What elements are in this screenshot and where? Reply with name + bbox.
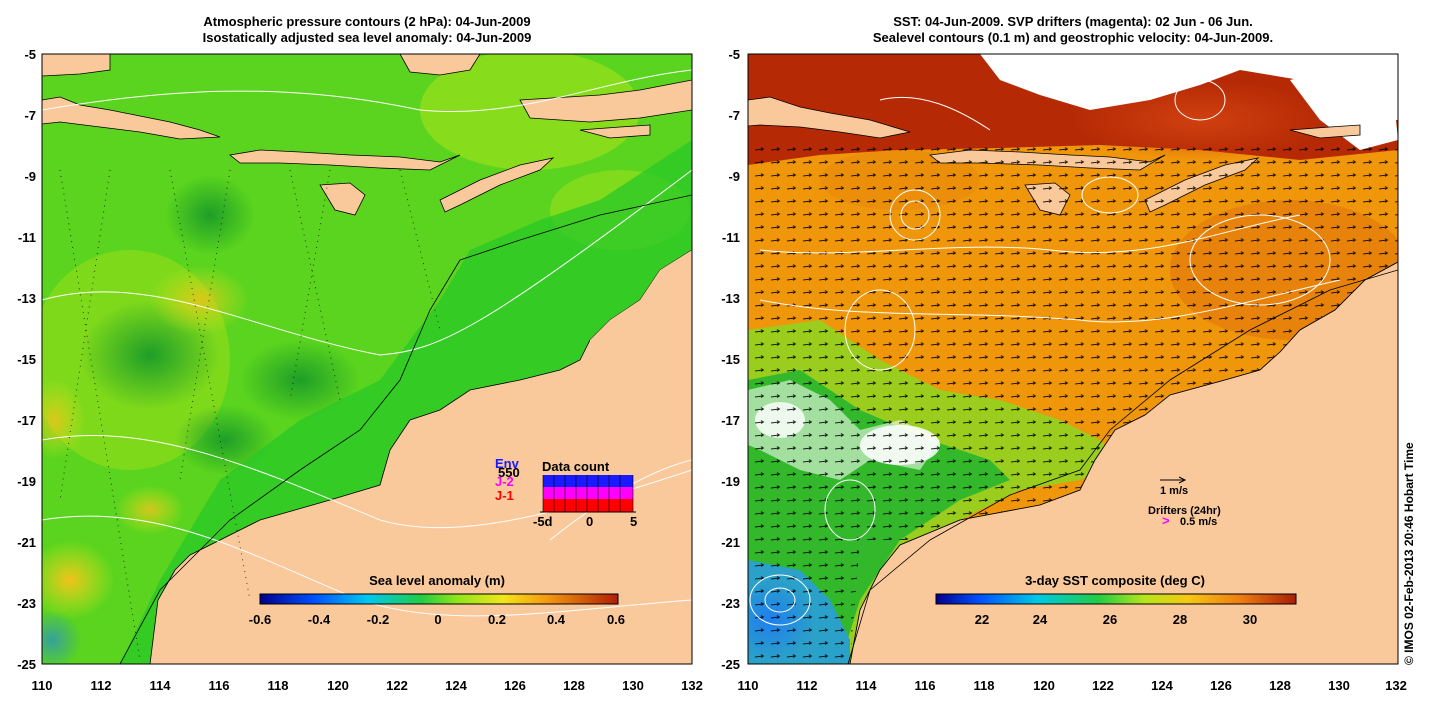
x-tick: 122 — [1092, 678, 1114, 693]
drifters-scale-label: 0.5 m/s — [1180, 516, 1217, 528]
legend-j2: J-2 — [495, 474, 514, 489]
y-tick: -23 — [17, 596, 36, 611]
right-y-axis: -5 -7 -9 -11 -13 -15 -17 -19 -21 -23 -25 — [721, 47, 740, 672]
left-map — [42, 54, 692, 664]
x-tick: 132 — [1385, 678, 1407, 693]
x-tick: 110 — [32, 678, 53, 693]
x-tick: 118 — [268, 678, 289, 693]
x-tick: 124 — [445, 678, 467, 693]
legend-count-number: 550 — [498, 465, 520, 480]
sla-tick: 0.4 — [547, 612, 566, 627]
y-tick: -19 — [721, 474, 740, 489]
left-java-island — [42, 96, 221, 140]
y-tick: -15 — [17, 352, 36, 367]
data-count-inset: Data count Env 550 J-2 J-1 -5d 0 5 — [495, 456, 637, 529]
sla-tick: -0.6 — [249, 612, 271, 627]
legend-env: Env — [495, 456, 520, 471]
y-tick: -17 — [721, 413, 740, 428]
data-count-xtick-max: 5 — [630, 514, 637, 529]
sst-tick: 26 — [1103, 612, 1117, 627]
x-tick: 120 — [327, 678, 349, 693]
right-x-axis: 110 112 114 116 118 120 122 124 126 128 … — [738, 678, 1407, 693]
x-tick: 118 — [974, 678, 995, 693]
x-tick: 130 — [622, 678, 644, 693]
x-tick: 124 — [1151, 678, 1173, 693]
data-count-title: Data count — [542, 459, 610, 474]
y-tick: -17 — [17, 413, 36, 428]
right-colorbar: 3-day SST composite (deg C) 22 24 26 28 … — [935, 573, 1297, 627]
y-tick: -9 — [24, 169, 36, 184]
drifters-label: Drifters (24hr) — [1148, 505, 1221, 517]
drifter-arrow-icon: > — [1162, 513, 1170, 528]
x-tick: 114 — [856, 678, 878, 693]
y-tick: -25 — [17, 657, 36, 672]
left-colorbar-label: Sea level anomaly (m) — [369, 573, 505, 588]
right-title: SST: 04-Jun-2009. SVP drifters (magenta)… — [748, 14, 1398, 46]
x-tick: 126 — [504, 678, 526, 693]
sst-tick: 28 — [1173, 612, 1187, 627]
left-x-axis: 110 112 114 116 118 120 122 124 126 128 … — [32, 678, 703, 693]
y-tick: -7 — [728, 108, 740, 123]
sst-tick: 24 — [1033, 612, 1048, 627]
y-tick: -11 — [18, 230, 36, 245]
x-tick: 132 — [681, 678, 703, 693]
x-tick: 110 — [738, 678, 759, 693]
x-tick: 128 — [1269, 678, 1291, 693]
x-tick: 122 — [386, 678, 408, 693]
x-tick: 126 — [1210, 678, 1232, 693]
y-tick: -15 — [721, 352, 740, 367]
sla-tick: 0 — [434, 612, 441, 627]
y-tick: -9 — [728, 169, 740, 184]
left-title: Atmospheric pressure contours (2 hPa): 0… — [42, 14, 692, 46]
sla-tick: 0.2 — [488, 612, 506, 627]
y-tick: -11 — [722, 230, 740, 245]
y-tick: -7 — [24, 108, 36, 123]
y-tick: -5 — [24, 47, 36, 62]
sst-tick: 22 — [975, 612, 989, 627]
left-y-axis: -5 -7 -9 -11 -13 -15 -17 -19 -21 -23 -25 — [17, 47, 36, 672]
x-tick: 112 — [797, 678, 818, 693]
y-tick: -23 — [721, 596, 740, 611]
x-tick: 128 — [563, 678, 585, 693]
y-tick: -13 — [721, 291, 740, 306]
sst-tick: 30 — [1243, 612, 1257, 627]
left-title-line2: Isostatically adjusted sea level anomaly… — [202, 30, 532, 45]
y-tick: -5 — [728, 47, 740, 62]
velocity-scale-label: 1 m/s — [1160, 485, 1188, 497]
y-tick: -21 — [17, 535, 36, 550]
y-tick: -25 — [721, 657, 740, 672]
legend-j1: J-1 — [495, 488, 514, 503]
imos-credit: © IMOS 02-Feb-2013 20:46 Hobart Time — [1402, 442, 1416, 665]
left-title-line1: Atmospheric pressure contours (2 hPa): 0… — [203, 14, 531, 29]
sla-tick: 0.6 — [607, 612, 625, 627]
sla-tick: -0.2 — [367, 612, 389, 627]
velocity-legend: 1 m/s Drifters (24hr) > 0.5 m/s — [1148, 476, 1221, 528]
x-tick: 116 — [915, 678, 936, 693]
right-title-line1: SST: 04-Jun-2009. SVP drifters (magenta)… — [893, 14, 1253, 29]
y-tick: -19 — [17, 474, 36, 489]
data-count-bars — [540, 475, 636, 513]
sla-tick: -0.4 — [308, 612, 331, 627]
x-tick: 120 — [1033, 678, 1055, 693]
right-colorbar-label: 3-day SST composite (deg C) — [1025, 573, 1205, 588]
left-australia-land — [149, 249, 692, 664]
data-count-xtick-min: -5d — [533, 514, 553, 529]
left-colorbar: Sea level anomaly (m) -0.6 -0.4 -0.2 0 0… — [249, 573, 625, 627]
y-tick: -21 — [721, 535, 740, 550]
right-title-line2: Sealevel contours (0.1 m) and geostrophi… — [872, 30, 1274, 45]
data-count-xtick-zero: 0 — [586, 514, 593, 529]
right-map — [748, 54, 1398, 664]
x-tick: 116 — [209, 678, 230, 693]
y-tick: -13 — [17, 291, 36, 306]
x-tick: 130 — [1328, 678, 1350, 693]
x-tick: 114 — [150, 678, 172, 693]
x-tick: 112 — [91, 678, 112, 693]
